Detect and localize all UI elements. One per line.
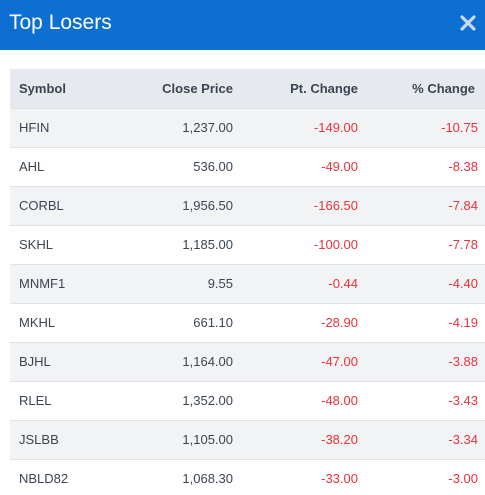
close-price-cell: 1,068.30 [182,471,233,487]
pt-change-cell: -0.44 [328,276,358,291]
symbol-cell: AHL [19,159,45,174]
pt-change-cell: -100.00 [313,237,358,252]
pct-change-cell: -3.34 [448,432,478,447]
close-price-cell: 1,105.00 [182,432,233,447]
pt-change-cell: -38.20 [321,432,358,447]
table-row[interactable]: SKHL 1,185.00 -100.00 -7.78 [10,225,485,264]
pt-change-cell: -47.00 [321,354,358,369]
losers-table: Symbol Close Price Pt. Change % Change H… [10,69,485,495]
close-button[interactable] [459,14,477,32]
table-row[interactable]: BJHL 1,164.00 -47.00 -3.88 [10,342,485,381]
table-row[interactable]: NBLD82 1,068.30 -33.00 -3.00 [10,459,485,495]
pct-change-cell: -10.75 [441,120,478,135]
symbol-cell: JSLBB [19,432,59,447]
symbol-cell: SKHL [19,237,53,252]
symbol-cell: RLEL [19,393,52,408]
close-price-cell: 1,956.50 [182,198,233,213]
symbol-cell: HFIN [19,120,50,135]
table-header: Symbol Close Price Pt. Change % Change [10,69,485,108]
symbol-cell: CORBL [19,198,64,213]
pct-change-cell: -4.19 [448,315,478,330]
table-row[interactable]: RLEL 1,352.00 -48.00 -3.43 [10,381,485,420]
table-header-row: Symbol Close Price Pt. Change % Change [10,69,485,108]
pt-change-cell: -166.50 [313,198,358,213]
pct-change-cell: -3.88 [448,354,478,369]
table-row[interactable]: CORBL 1,956.50 -166.50 -7.84 [10,186,485,225]
column-header-pct-change[interactable]: % Change [412,80,475,96]
pct-change-cell: -4.40 [448,276,478,291]
symbol-cell: MNMF1 [19,276,66,291]
table-row[interactable]: AHL 536.00 -49.00 -8.38 [10,147,485,186]
pct-change-cell: -7.84 [448,198,478,213]
column-header-pt-change[interactable]: Pt. Change [290,80,358,96]
close-price-cell: 536.00 [193,159,233,174]
column-header-close-price[interactable]: Close Price [162,80,233,96]
table-row[interactable]: MNMF1 9.55 -0.44 -4.40 [10,264,485,303]
symbol-cell: MKHL [19,315,56,330]
close-price-cell: 9.55 [207,276,233,291]
pt-change-cell: -28.90 [321,315,358,330]
pt-change-cell: -33.00 [321,471,358,487]
pt-change-cell: -149.00 [313,120,358,135]
pt-change-cell: -49.00 [321,159,358,174]
close-icon [460,15,476,31]
pct-change-cell: -8.38 [448,159,478,174]
column-header-symbol[interactable]: Symbol [19,80,66,96]
close-price-cell: 661.10 [193,315,233,330]
pct-change-cell: -3.43 [448,393,478,408]
close-price-cell: 1,237.00 [182,120,233,135]
modal-header: Top Losers [0,0,485,50]
pct-change-cell: -3.00 [448,471,478,487]
pt-change-cell: -48.00 [321,393,358,408]
losers-table-container: Symbol Close Price Pt. Change % Change H… [10,69,485,495]
close-price-cell: 1,164.00 [182,354,233,369]
pct-change-cell: -7.78 [448,237,478,252]
modal-title: Top Losers [9,11,112,34]
table-row[interactable]: JSLBB 1,105.00 -38.20 -3.34 [10,420,485,459]
table-body: HFIN 1,237.00 -149.00 -10.75 AHL 536.00 -49.00… [10,108,485,495]
close-price-cell: 1,352.00 [182,393,233,408]
table-row[interactable]: MKHL 661.10 -28.90 -4.19 [10,303,485,342]
table-row[interactable]: HFIN 1,237.00 -149.00 -10.75 [10,108,485,147]
close-price-cell: 1,185.00 [182,237,233,252]
symbol-cell: NBLD82 [19,471,69,487]
symbol-cell: BJHL [19,354,51,369]
